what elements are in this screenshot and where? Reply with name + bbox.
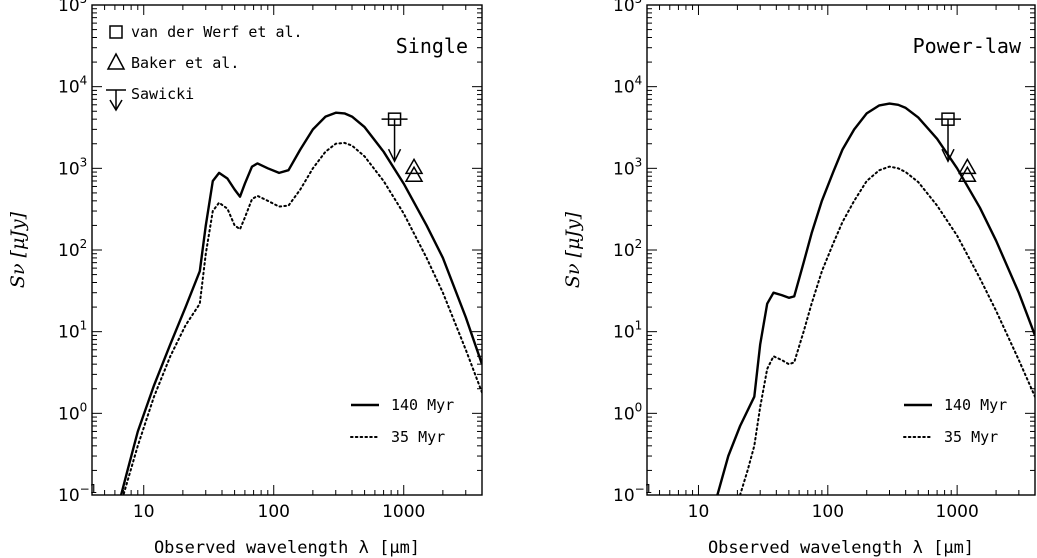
marker-triangle: [958, 157, 977, 175]
panel-title: Single: [396, 34, 468, 58]
y-tick-label: 10−1: [58, 482, 97, 506]
marker-triangle: [958, 165, 977, 182]
x-axis-label: Observed wavelength λ [μm]: [154, 538, 420, 558]
y-tick-label: 101: [613, 319, 642, 343]
y-tick-label: 103: [613, 155, 642, 179]
legend-square-icon: [109, 25, 123, 39]
x-tick-label: 100: [258, 502, 290, 522]
legend-series-label: 35 Myr: [391, 428, 445, 446]
series-line-140-myr: [716, 102, 1035, 495]
y-tick-label: 102: [58, 237, 87, 261]
y-tick-label: 100: [58, 400, 87, 424]
x-tick-label: 100: [812, 502, 844, 522]
y-tick-label: 103: [58, 155, 87, 179]
y-tick-label: 105: [613, 0, 642, 16]
x-tick-label: 1000: [936, 502, 979, 522]
legend-triangle-icon: [106, 52, 126, 70]
upper-limit-arrowhead: [387, 148, 402, 163]
upper-limit-arrowhead: [941, 148, 955, 163]
legend-series-label: 140 Myr: [391, 396, 454, 414]
y-tick-label: 101: [58, 319, 87, 343]
series-line-35-myr: [739, 165, 1035, 495]
legend-marker-label: Sawicki: [131, 85, 194, 103]
x-tick-label: 1000: [382, 502, 425, 522]
y-tick-label: 105: [58, 0, 87, 16]
legend-series-label: 140 Myr: [944, 396, 1007, 414]
y-tick-label: 104: [58, 74, 87, 98]
legend-marker-label: van der Werf et al.: [131, 23, 303, 41]
chart-panel-1: 10 100 1000 10−1 100 101 102 103 104 105 Observed …: [7, 0, 483, 558]
legend-limit-arrowhead: [109, 99, 123, 112]
chart-panel-2: 10 100 1000 10−1 100 101 102 103 104 105 Observed …: [562, 0, 1036, 558]
legend-series-label: 35 Myr: [944, 428, 998, 446]
series-line-35-myr: [122, 141, 482, 495]
x-tick-label: 10: [688, 502, 710, 522]
y-tick-label: 102: [613, 237, 642, 261]
series-line-140-myr: [119, 111, 482, 495]
y-tick-label: 10−1: [613, 482, 652, 506]
panel-title: Power-law: [913, 34, 1022, 58]
x-axis-label: Observed wavelength λ [μm]: [708, 538, 974, 558]
marker-triangle: [404, 157, 424, 175]
plot-frame: [646, 4, 1036, 496]
y-tick-label: 104: [613, 74, 642, 98]
y-axis-label: Sν [μJy]: [562, 211, 584, 288]
series-group: [716, 102, 1035, 495]
y-tick-label: 100: [613, 400, 642, 424]
series-group: [119, 111, 482, 495]
marker-triangle: [404, 165, 424, 182]
legend-marker-label: Baker et al.: [131, 54, 239, 72]
x-tick-label: 10: [133, 502, 155, 522]
y-axis-label: Sν [μJy]: [7, 211, 29, 288]
